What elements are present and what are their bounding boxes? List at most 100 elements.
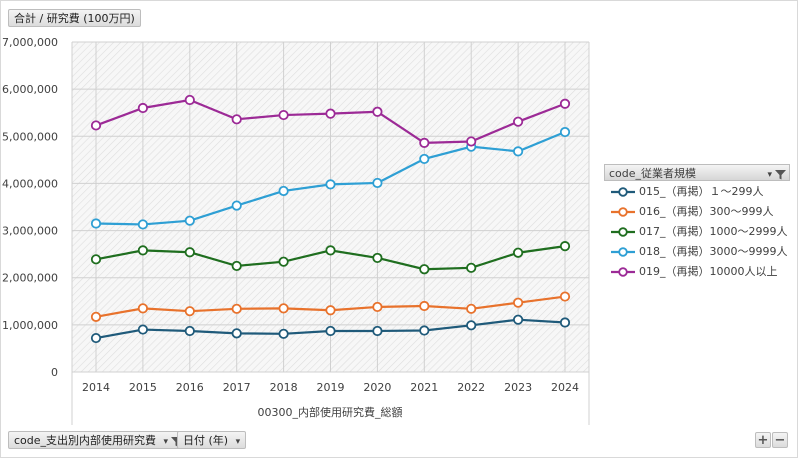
data-point[interactable] [466,262,477,273]
data-point[interactable] [372,301,383,313]
data-point[interactable] [90,254,102,265]
data-point[interactable] [559,291,571,302]
data-point[interactable] [90,218,102,229]
dropdown-arrow-icon: ▾ [163,437,169,447]
x-tick-label: 2022 [457,381,485,394]
data-point[interactable] [90,120,102,131]
x-tick-label: 2020 [363,381,391,394]
data-point[interactable] [559,126,571,138]
x-tick-label: 2021 [410,381,438,394]
data-point[interactable] [278,185,289,197]
data-point[interactable] [278,109,289,121]
y-tick-label: 6,000,000 [2,83,58,96]
data-point[interactable] [184,94,195,106]
x-tick-label: 2015 [129,381,157,394]
data-point[interactable] [231,114,242,125]
series-1 [90,291,571,322]
y-tick-label: 1,000,000 [2,319,58,332]
data-point[interactable] [231,200,242,211]
zoom-in-button[interactable]: + [755,432,771,448]
data-point[interactable] [137,324,148,335]
data-point[interactable] [512,116,524,127]
data-point[interactable] [419,300,430,312]
x-axis-title: 00300_内部使用研究費_総額 [258,405,403,419]
x-tick-label: 2014 [82,381,110,394]
data-point[interactable] [372,106,383,117]
legend: code_従業者規模 ▾ 015_（再掲）１～299人 016_（再掲）300～9… [604,164,790,281]
data-point[interactable] [90,332,102,344]
data-point[interactable] [278,328,289,339]
data-point[interactable] [372,252,383,264]
data-point[interactable] [137,219,148,230]
data-point[interactable] [419,264,430,275]
data-point[interactable] [466,136,477,147]
data-point[interactable] [184,325,195,337]
data-point[interactable] [278,303,289,314]
y-tick-label: 5,000,000 [2,130,58,143]
legend-items: 015_（再掲）１～299人 016_（再掲）300～999人 017_（再掲）10… [604,183,790,281]
data-point[interactable] [419,137,430,148]
data-point[interactable] [231,328,242,339]
value-field-button[interactable]: 合計 / 研究費 (100万円) [8,9,141,27]
x-tick-label: 2024 [551,381,579,394]
y-tick-label: 7,000,000 [2,36,58,49]
legend-swatch-icon [611,227,635,237]
data-point[interactable] [184,247,195,258]
legend-item[interactable]: 019_（再掲）10000人以上 [604,263,790,281]
legend-swatch-icon [611,187,635,197]
data-point[interactable] [419,325,430,336]
data-point[interactable] [512,314,524,325]
y-tick-label: 4,000,000 [2,177,58,190]
data-point[interactable] [512,247,524,258]
filter-field-label: code_支出別内部使用研究費 [14,434,157,447]
data-point[interactable] [325,179,336,190]
data-point[interactable] [90,311,102,322]
x-tick-label: 2016 [176,381,204,394]
zoom-out-button[interactable]: − [772,432,788,448]
data-point[interactable] [278,256,289,267]
x-tick-label: 2019 [317,381,345,394]
dropdown-arrow-icon: ▾ [767,170,772,180]
legend-item[interactable]: 018_（再掲）3000～9999人 [604,243,790,261]
filter-field-button[interactable]: code_支出別内部使用研究費 ▾ [8,431,189,449]
filter-icon [775,169,786,179]
legend-swatch-icon [611,207,635,217]
data-point[interactable] [325,305,336,316]
legend-filter-control[interactable]: ▾ [763,165,786,184]
series-layer [90,94,571,344]
data-point[interactable] [559,317,571,328]
series-3 [90,126,571,230]
data-point[interactable] [466,303,477,314]
axes: 0 1,000,000 2,000,000 3,000,000 4,000,000 5,0… [2,36,590,425]
data-point[interactable] [231,260,242,272]
legend-item[interactable]: 015_（再掲）１～299人 [604,183,790,201]
legend-field-button[interactable]: code_従業者規模 ▾ [604,164,790,181]
data-point[interactable] [372,325,383,337]
data-point[interactable] [137,102,148,114]
data-point[interactable] [184,215,195,226]
date-field-button[interactable]: 日付 (年) ▾ [177,431,247,449]
legend-swatch-icon [611,267,635,277]
data-point[interactable] [419,153,430,165]
data-point[interactable] [559,241,571,252]
data-point[interactable] [325,245,336,256]
data-point[interactable] [372,177,383,189]
data-point[interactable] [231,303,242,314]
legend-item[interactable]: 017_（再掲）1000～2999人 [604,223,790,241]
data-point[interactable] [137,303,148,314]
data-point[interactable] [466,320,477,331]
legend-item[interactable]: 016_（再掲）300～999人 [604,203,790,221]
legend-label: 018_（再掲）3000～9999人 [639,245,788,258]
legend-label: 015_（再掲）１～299人 [639,185,764,198]
data-point[interactable] [325,325,336,337]
series-4 [90,94,571,148]
data-point[interactable] [137,245,148,256]
y-tick-label: 2,000,000 [2,272,58,285]
data-point[interactable] [559,98,571,109]
series-0 [90,314,571,344]
data-point[interactable] [184,306,195,317]
data-point[interactable] [512,297,524,308]
data-point[interactable] [512,146,524,157]
data-point[interactable] [325,108,336,119]
